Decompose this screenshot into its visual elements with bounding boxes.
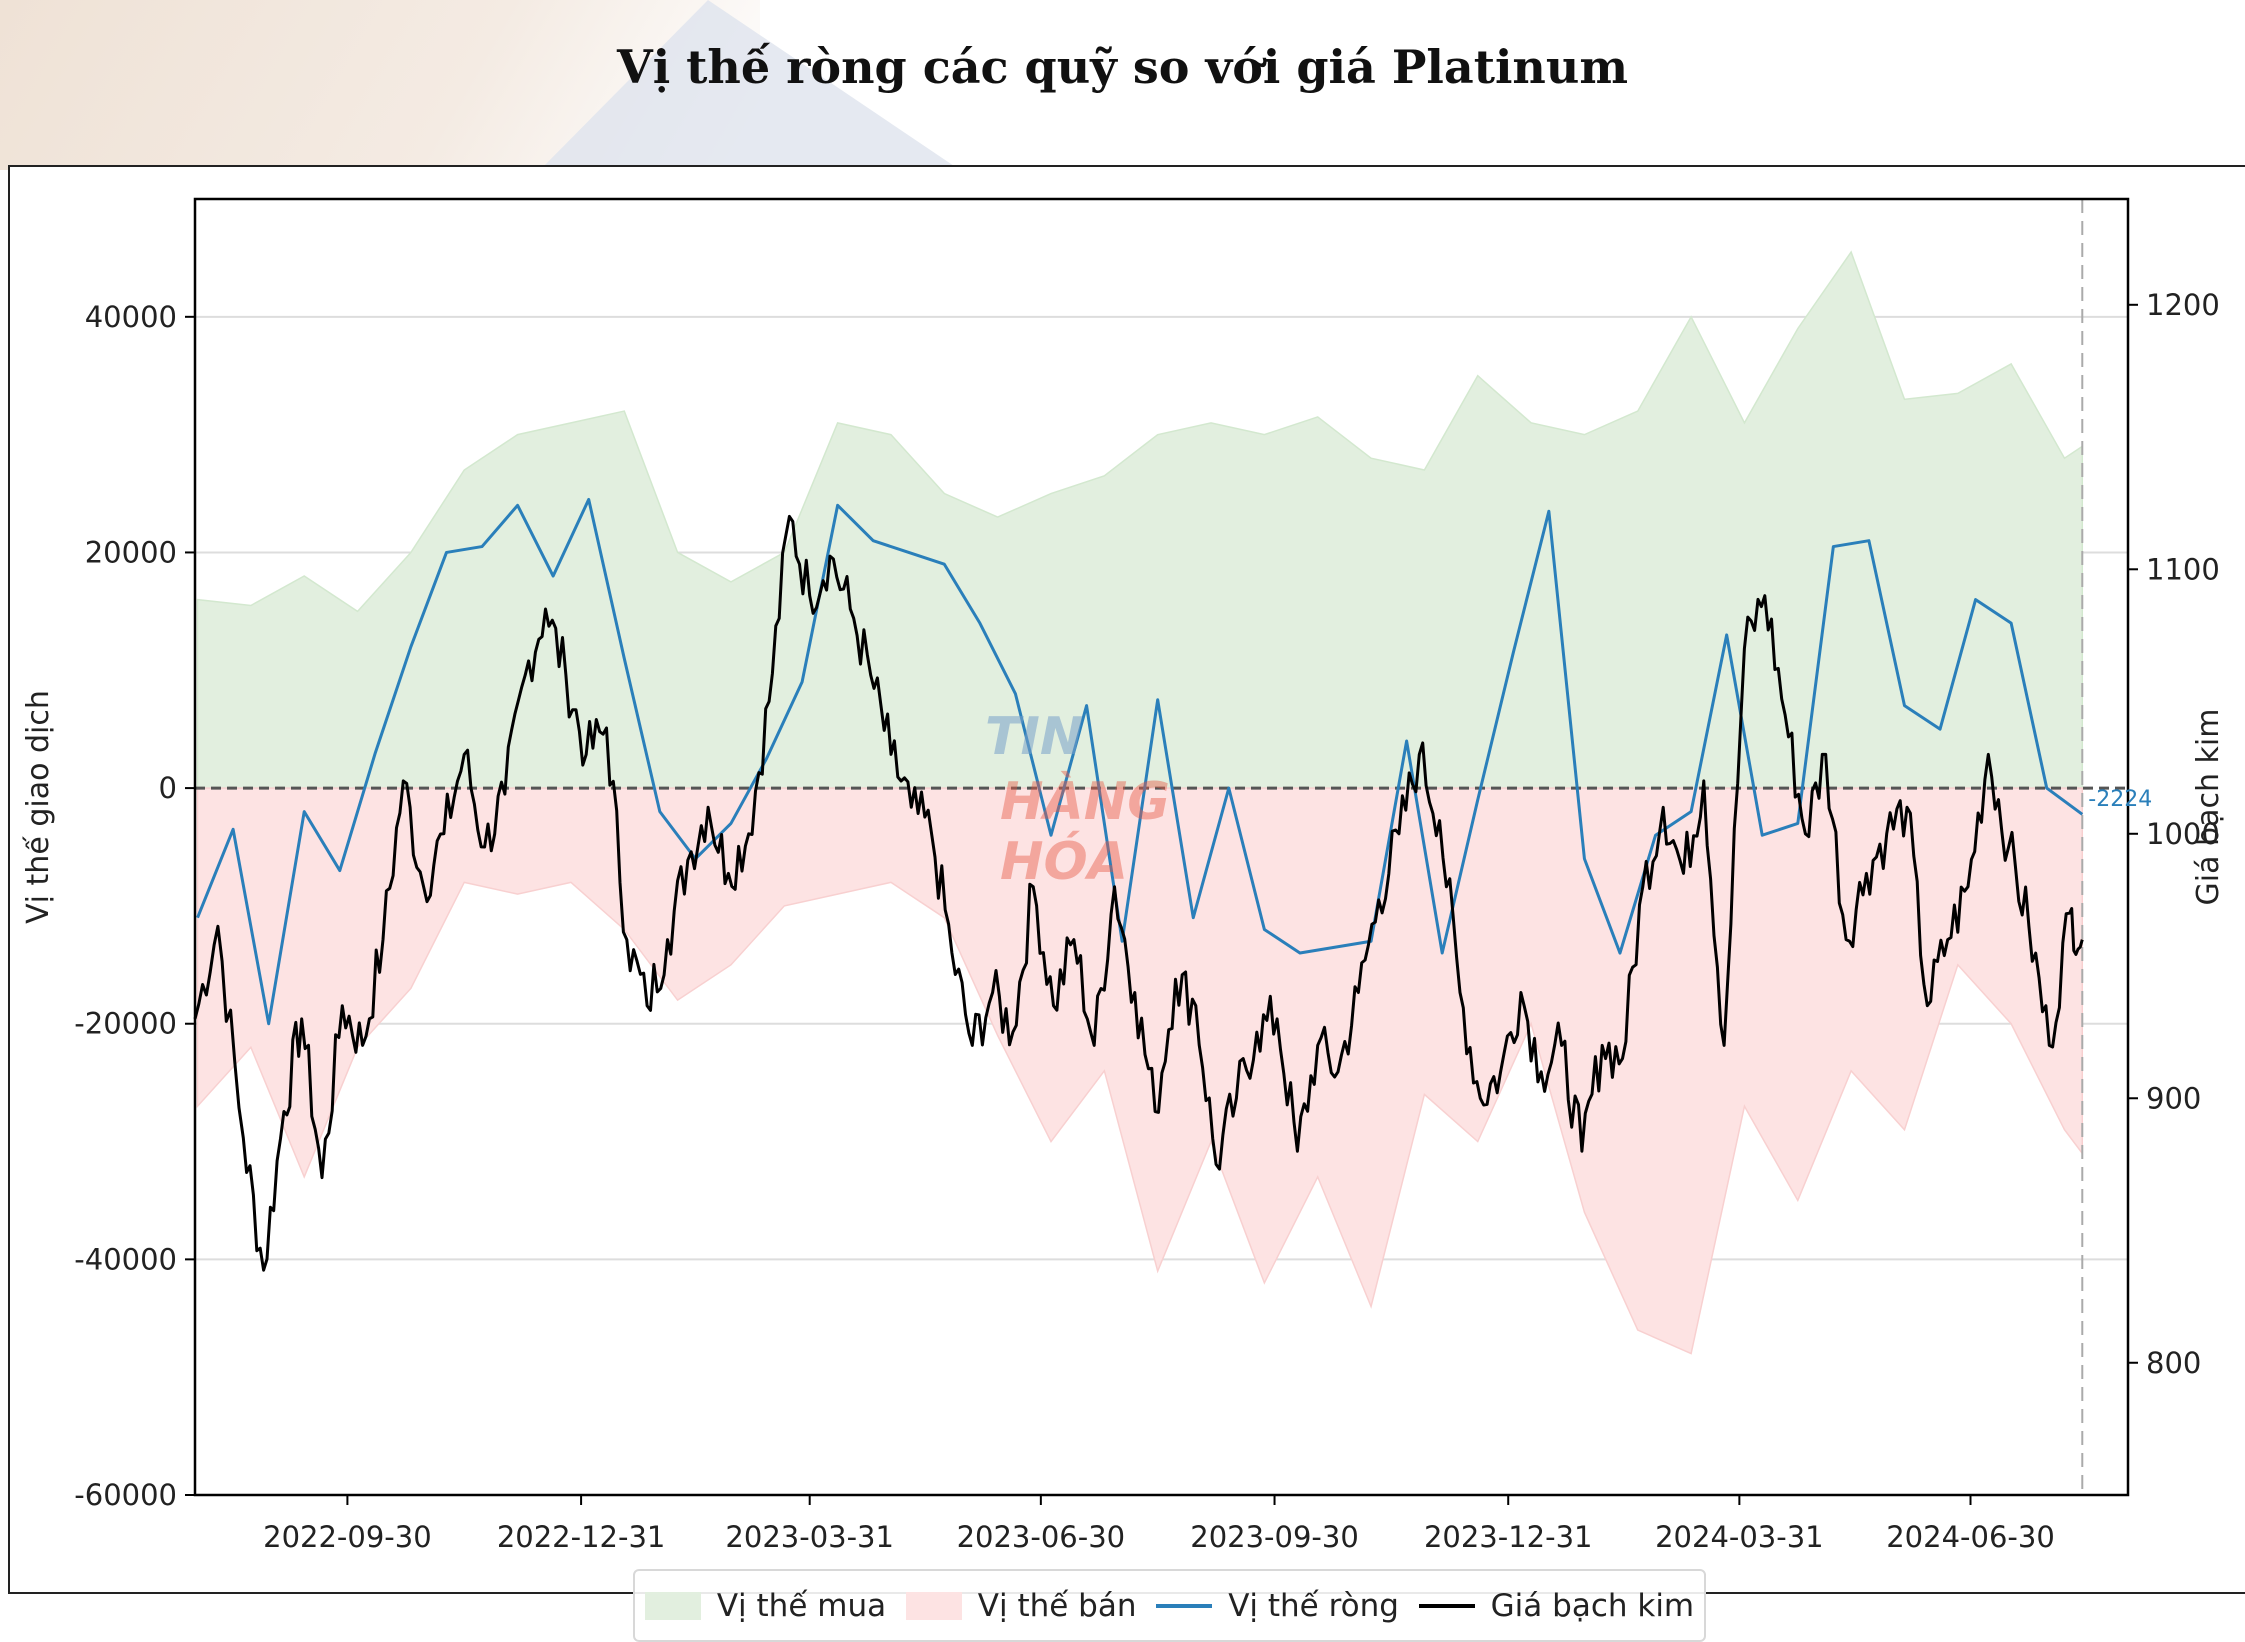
legend-label-net: Vị thế ròng [1228, 1587, 1399, 1624]
page-title: Vị thế ròng các quỹ so với giá Platinum [617, 40, 1628, 94]
y2-tick-label: 1200 [2146, 288, 2220, 322]
y2-tick-label: 800 [2146, 1346, 2201, 1380]
legend-swatch-long [644, 1591, 701, 1620]
y2-tick-label: 1100 [2146, 552, 2220, 586]
legend-item-price: Giá bạch kim [1418, 1587, 1695, 1624]
plot-frame [193, 197, 2130, 1497]
y-axis-title: Vị thế giao dịch [21, 690, 56, 924]
area-long [196, 250, 2084, 789]
y2-tick-label: 1000 [2146, 817, 2220, 851]
y2-tick-label: 900 [2146, 1081, 2201, 1115]
legend-swatch-short [905, 1591, 962, 1620]
chart-frame: 40000 20000 0 -20000 -40000 -60000 1200 1100 100… [8, 165, 2245, 1642]
x-tick-label: 2024-06-30 [1886, 1520, 2055, 1554]
x-tick-label: 2023-12-31 [1424, 1520, 1593, 1554]
y-tick-label: -40000 [74, 1242, 177, 1276]
legend-swatch-price [1418, 1603, 1475, 1608]
price-line [193, 514, 2084, 1272]
x-tick-label: 2023-06-30 [957, 1520, 1126, 1554]
zero-line [195, 199, 2128, 1495]
area-short [196, 787, 2084, 1355]
legend-swatch-net [1156, 1603, 1213, 1608]
net-position-line [196, 497, 2084, 1026]
axes [185, 197, 2138, 1505]
x-tick-label: 2022-12-31 [497, 1520, 666, 1554]
y-tick-label: -60000 [74, 1478, 177, 1512]
x-tick-label: 2023-09-30 [1190, 1520, 1359, 1554]
chart: 40000 20000 0 -20000 -40000 -60000 1200 1100 100… [21, 197, 2226, 1554]
line-layer [193, 497, 2084, 1272]
last-value-label: -2224 [2088, 787, 2152, 812]
y-tick-label: 0 [159, 771, 177, 805]
legend-item-short: Vị thế bán [905, 1587, 1137, 1624]
x-tick-label: 2024-03-31 [1655, 1520, 1824, 1554]
x-tick-label: 2023-03-31 [725, 1520, 894, 1554]
x-tick-label: 2022-09-30 [263, 1520, 432, 1554]
y-tick-label: 20000 [85, 535, 177, 569]
legend-item-net: Vị thế ròng [1156, 1588, 1399, 1624]
legend-label-price: Giá bạch kim [1490, 1587, 1695, 1624]
y-tick-label: 40000 [85, 300, 177, 334]
legend-label-long: Vị thế mua [716, 1587, 887, 1624]
y-tick-label: -20000 [74, 1007, 177, 1041]
legend-item-long: Vị thế mua [644, 1587, 887, 1624]
y2-axis-title: Giá bạch kim [2191, 709, 2226, 906]
axis-labels: 40000 20000 0 -20000 -40000 -60000 1200 1100 100… [21, 288, 2226, 1554]
legend: Vị thế mua Vị thế bán Vị thế ròng Giá bạ… [633, 1569, 1706, 1642]
legend-label-short: Vị thế bán [977, 1587, 1137, 1624]
